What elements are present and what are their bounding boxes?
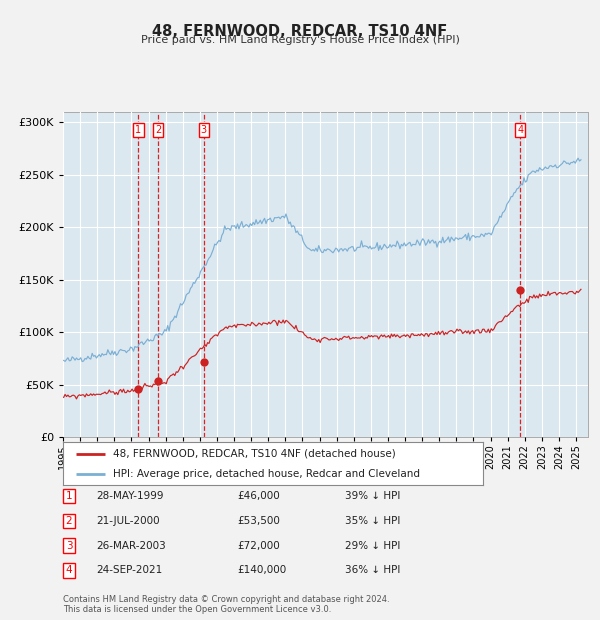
Text: 39% ↓ HPI: 39% ↓ HPI: [345, 491, 400, 501]
Text: £72,000: £72,000: [237, 541, 280, 551]
Text: 21-JUL-2000: 21-JUL-2000: [96, 516, 160, 526]
Text: 3: 3: [65, 541, 73, 551]
Text: £140,000: £140,000: [237, 565, 286, 575]
Text: 24-SEP-2021: 24-SEP-2021: [96, 565, 162, 575]
Text: 1: 1: [65, 491, 73, 501]
Text: 2: 2: [65, 516, 73, 526]
Text: 48, FERNWOOD, REDCAR, TS10 4NF: 48, FERNWOOD, REDCAR, TS10 4NF: [152, 24, 448, 38]
Text: Price paid vs. HM Land Registry's House Price Index (HPI): Price paid vs. HM Land Registry's House …: [140, 35, 460, 45]
Text: 48, FERNWOOD, REDCAR, TS10 4NF (detached house): 48, FERNWOOD, REDCAR, TS10 4NF (detached…: [113, 449, 396, 459]
Text: HPI: Average price, detached house, Redcar and Cleveland: HPI: Average price, detached house, Redc…: [113, 469, 421, 479]
Text: Contains HM Land Registry data © Crown copyright and database right 2024.: Contains HM Land Registry data © Crown c…: [63, 595, 389, 604]
Text: 29% ↓ HPI: 29% ↓ HPI: [345, 541, 400, 551]
Text: 1: 1: [136, 125, 142, 135]
Text: 36% ↓ HPI: 36% ↓ HPI: [345, 565, 400, 575]
Text: 3: 3: [201, 125, 207, 135]
Text: 2: 2: [155, 125, 161, 135]
Text: 26-MAR-2003: 26-MAR-2003: [96, 541, 166, 551]
Text: £46,000: £46,000: [237, 491, 280, 501]
Text: 35% ↓ HPI: 35% ↓ HPI: [345, 516, 400, 526]
Text: £53,500: £53,500: [237, 516, 280, 526]
Text: 28-MAY-1999: 28-MAY-1999: [96, 491, 163, 501]
Text: 4: 4: [65, 565, 73, 575]
Text: 4: 4: [517, 125, 523, 135]
Text: This data is licensed under the Open Government Licence v3.0.: This data is licensed under the Open Gov…: [63, 604, 331, 614]
